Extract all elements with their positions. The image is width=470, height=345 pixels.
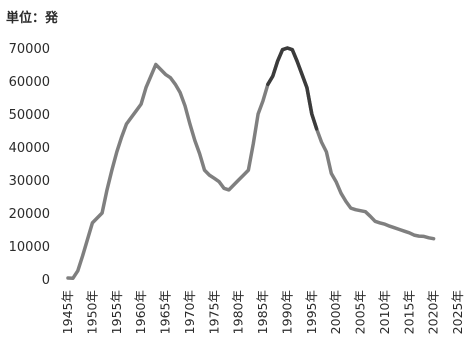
x-axis-ticks: 1945年 1950年 1955年 1960年 1965年 1970年 1975年 1980年…	[60, 290, 465, 334]
y-tick-label: 20000	[9, 207, 50, 222]
x-tick-label: 2025年	[450, 290, 465, 334]
line-series	[66, 46, 436, 281]
x-tick-label: 1970年	[182, 290, 197, 334]
x-tick-label: 1975年	[206, 290, 221, 334]
x-tick-label: 2005年	[353, 290, 368, 334]
x-tick-label: 1990年	[279, 290, 294, 334]
y-tick-label: 60000	[9, 75, 50, 90]
x-tick-label: 2020年	[426, 290, 441, 334]
x-tick-label: 1950年	[84, 290, 99, 334]
y-tick-label: 40000	[9, 141, 50, 156]
x-tick-label: 1945年	[60, 290, 75, 334]
y-tick-label: 30000	[9, 174, 50, 189]
x-tick-label: 1960年	[133, 290, 148, 334]
x-tick-label: 1985年	[255, 290, 270, 334]
x-tick-label: 2015年	[401, 290, 416, 334]
unit-label: 単位：発	[6, 10, 59, 26]
y-tick-label: 10000	[9, 240, 50, 255]
x-tick-label: 2000年	[328, 290, 343, 334]
y-axis-ticks: 0 10000 20000 30000 40000 50000 60000 70000	[9, 42, 50, 288]
x-tick-label: 1995年	[304, 290, 319, 334]
series-line	[66, 46, 436, 281]
y-tick-label: 0	[42, 273, 50, 288]
series-line-highlight	[266, 46, 319, 131]
x-tick-label: 1980年	[231, 290, 246, 334]
x-tick-label: 2010年	[377, 290, 392, 334]
x-tick-label: 1955年	[109, 290, 124, 334]
x-tick-label: 1965年	[158, 290, 173, 334]
y-tick-label: 70000	[9, 42, 50, 57]
y-tick-label: 50000	[9, 108, 50, 123]
